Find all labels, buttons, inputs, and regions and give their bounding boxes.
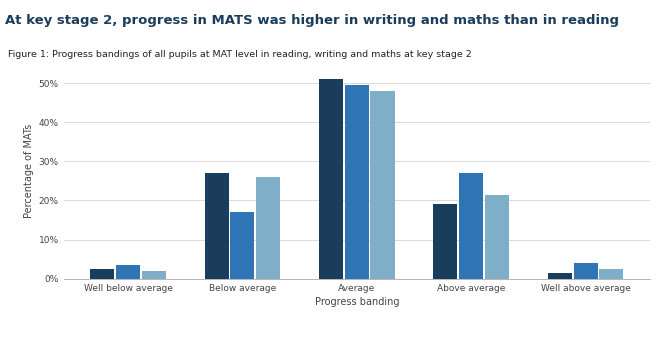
X-axis label: Progress banding: Progress banding bbox=[314, 297, 399, 307]
Bar bbox=[433, 204, 458, 279]
Text: Figure 1: Progress bandings of all pupils at MAT level in reading, writing and m: Figure 1: Progress bandings of all pupil… bbox=[8, 50, 472, 59]
Bar bbox=[459, 173, 483, 279]
Bar bbox=[548, 273, 572, 279]
Bar bbox=[142, 271, 165, 279]
Bar bbox=[256, 177, 280, 279]
Bar bbox=[599, 269, 623, 279]
Bar bbox=[230, 212, 255, 279]
Bar bbox=[574, 263, 598, 279]
Bar bbox=[204, 173, 228, 279]
Bar bbox=[90, 269, 115, 279]
Bar bbox=[319, 79, 343, 279]
Bar bbox=[116, 265, 140, 279]
Y-axis label: Percentage of MATs: Percentage of MATs bbox=[25, 124, 34, 218]
Bar bbox=[345, 85, 369, 279]
Bar bbox=[371, 91, 395, 279]
Text: At key stage 2, progress in MATS was higher in writing and maths than in reading: At key stage 2, progress in MATS was hig… bbox=[5, 14, 619, 27]
Bar bbox=[485, 195, 509, 279]
